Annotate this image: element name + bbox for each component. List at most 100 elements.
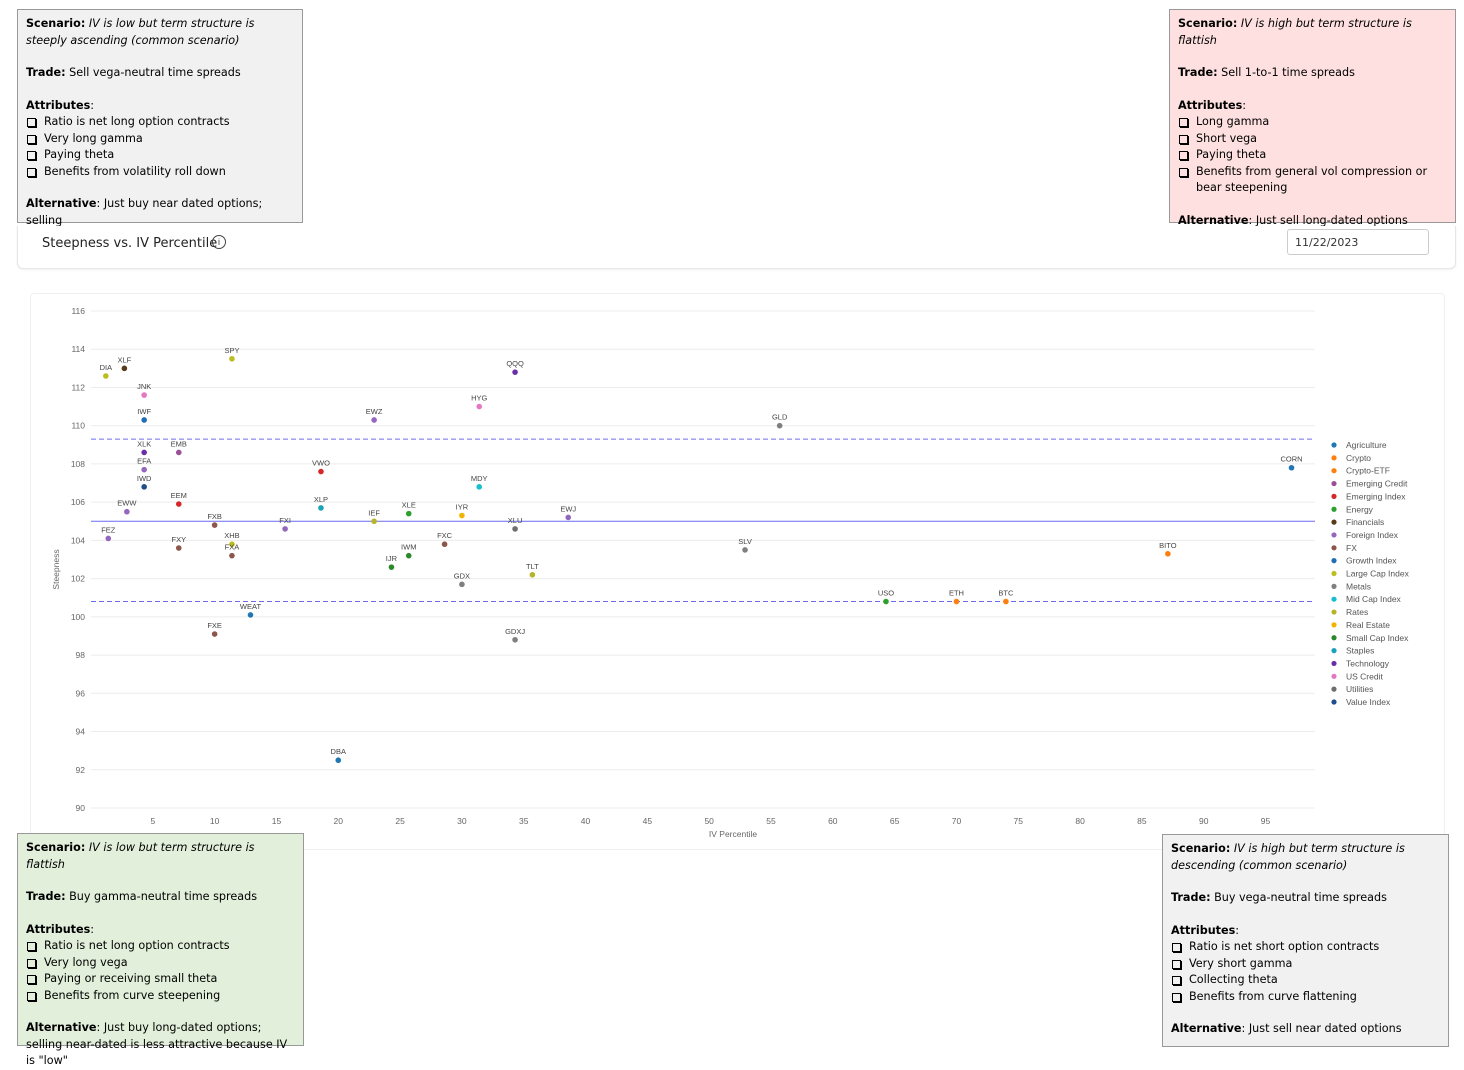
attributes-label: Attributes (26, 922, 91, 936)
data-point-label: IJR (386, 554, 398, 563)
data-point-label: DIA (100, 363, 113, 372)
data-point-label: CORN (1280, 455, 1302, 464)
data-point (776, 422, 783, 429)
data-point-label: FXC (437, 531, 453, 540)
legend-label: Technology (1346, 658, 1390, 668)
y-tick-label: 110 (71, 421, 85, 431)
scenario-text: IV is low but term structure is steeply … (26, 17, 255, 47)
data-point-label: QQQ (506, 359, 524, 368)
alternative-text: : Just sell long-dated options (1248, 213, 1408, 227)
x-tick-label: 70 (952, 816, 962, 826)
y-tick-label: 112 (71, 382, 85, 392)
data-point-label: IEF (368, 508, 380, 517)
legend-label: Real Estate (1346, 620, 1390, 630)
data-point (529, 571, 536, 578)
legend-swatch (1331, 673, 1337, 679)
legend-label: Rates (1346, 607, 1368, 617)
y-tick-label: 98 (76, 650, 86, 660)
data-point-label: GDX (454, 571, 470, 580)
legend-swatch (1331, 699, 1337, 705)
y-tick-label: 104 (71, 535, 85, 545)
date-input[interactable]: 11/22/2023 (1287, 229, 1429, 255)
legend-swatch (1331, 686, 1337, 692)
legend-swatch (1331, 648, 1337, 654)
data-point-label: XLF (117, 355, 131, 364)
info-icon[interactable]: i (212, 235, 226, 249)
attributes-list: Ratio is net long option contracts Very … (26, 938, 295, 1004)
attributes-label: Attributes (1178, 98, 1243, 112)
scenario-box-bottom-left: Scenario: IV is low but term structure i… (17, 833, 304, 1067)
trade-text: Buy vega-neutral time spreads (1214, 891, 1387, 904)
chart-header-card: Steepness vs. IV Percentile i 11/22/2023 (17, 226, 1456, 269)
data-point-label: WEAT (240, 602, 262, 611)
data-point (459, 581, 465, 588)
data-point (105, 535, 112, 542)
x-tick-label: 65 (890, 816, 900, 826)
data-point-label: XLP (314, 495, 328, 504)
data-point (405, 552, 412, 559)
legend-label: Emerging Index (1346, 491, 1406, 501)
alternative-text: : Just buy near dated options; selling (26, 197, 263, 227)
data-point (141, 484, 147, 490)
attributes-list: Ratio is net long option contracts Very … (26, 114, 294, 180)
x-tick-label: 5 (150, 816, 155, 826)
y-tick-label: 92 (76, 765, 86, 775)
data-point-label: EMB (171, 439, 187, 448)
data-point (141, 449, 147, 456)
legend-swatch (1331, 455, 1337, 461)
data-point (953, 598, 960, 605)
data-point-label: IWF (137, 407, 151, 416)
data-point-label: IWD (137, 474, 152, 483)
legend-swatch (1331, 660, 1337, 667)
x-tick-label: 75 (1014, 816, 1024, 826)
legend-label: Emerging Credit (1346, 479, 1408, 489)
data-point (335, 757, 342, 764)
y-tick-label: 96 (76, 688, 86, 698)
attribute-item: Collecting theta (1171, 972, 1440, 989)
y-axis-label: Steepness (51, 549, 61, 589)
legend-label: Small Cap Index (1346, 633, 1409, 643)
legend-label: Utilities (1346, 684, 1373, 694)
trade-label: Trade: (1171, 891, 1211, 904)
data-point (512, 369, 518, 375)
data-point-label: XLU (508, 516, 523, 525)
attributes-label: Attributes (26, 98, 91, 112)
x-tick-label: 60 (828, 816, 838, 826)
data-point (247, 612, 254, 618)
legend-swatch (1331, 532, 1337, 538)
legend-label: Growth Index (1346, 556, 1397, 566)
data-point-label: DBA (331, 747, 346, 756)
attribute-item: Benefits from general vol compression or… (1178, 164, 1447, 197)
attribute-item: Very long gamma (26, 131, 294, 148)
attribute-item: Ratio is net long option contracts (26, 114, 294, 131)
data-point-label: TLT (526, 562, 539, 571)
data-point-label: FXA (225, 543, 240, 552)
legend-swatch (1331, 583, 1337, 589)
x-tick-label: 55 (766, 816, 776, 826)
y-tick-label: 94 (76, 727, 86, 737)
legend-label: Energy (1346, 504, 1374, 514)
data-point-label: XLE (402, 501, 416, 510)
scenario-text: IV is high but term structure is descend… (1171, 842, 1405, 872)
legend-label: Value Index (1346, 697, 1391, 707)
attribute-item: Very long vega (26, 955, 295, 972)
data-point-label: EWW (117, 499, 137, 508)
alternative-text: : Just sell near dated options (1241, 1022, 1402, 1035)
legend-swatch (1331, 570, 1337, 577)
data-point-label: XHB (224, 531, 239, 540)
data-point (141, 466, 147, 473)
scenario-box-top-right: Scenario: IV is high but term structure … (1169, 9, 1456, 227)
data-point (124, 508, 130, 515)
data-point (141, 417, 147, 423)
legend-swatch (1331, 609, 1337, 615)
legend-label: US Credit (1346, 671, 1383, 681)
legend-swatch (1331, 468, 1337, 474)
data-point (742, 547, 748, 553)
y-tick-label: 100 (71, 612, 85, 622)
y-tick-label: 114 (71, 344, 85, 354)
data-point (371, 518, 377, 525)
data-point (1165, 550, 1171, 557)
attribute-item: Short vega (1178, 131, 1447, 148)
alternative-label: Alternative (26, 197, 97, 210)
attribute-item: Long gamma (1178, 114, 1447, 131)
